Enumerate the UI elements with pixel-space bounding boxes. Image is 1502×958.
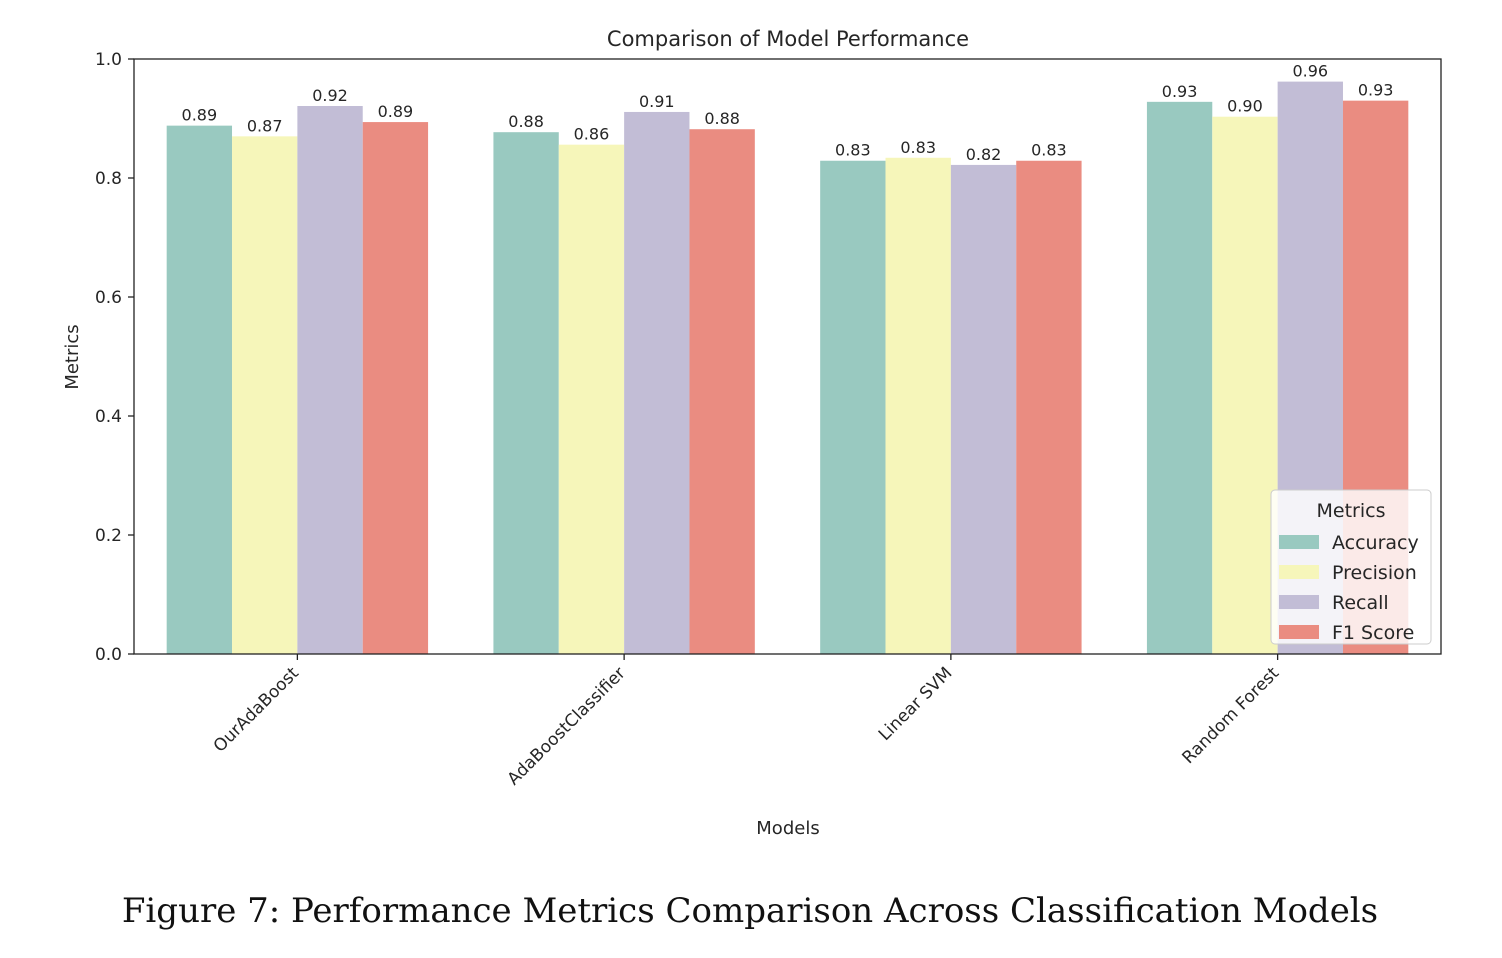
figure-caption: Figure 7: Performance Metrics Comparison… [122,891,1378,931]
legend[interactable]: Metrics Accuracy Precision Recall F1 Score [1270,489,1432,645]
y-tick-label: 0.0 [95,645,122,665]
x-tick-label-linear-svm: Linear SVM [875,663,957,745]
data-label-random-forest-recall: 0.96 [1292,62,1328,81]
x-tick-label-adaboostclassifier: AdaBoostClassifier [504,663,630,789]
bar-linear-svm-precision [885,157,951,654]
data-label-adaboostclassifier-precision: 0.86 [574,125,610,144]
chart-title: Comparison of Model Performance [607,27,969,51]
bar-adaboostclassifier-accuracy [493,132,559,654]
data-labels-layer: 0.89 0.88 0.83 0.93 0.87 0.86 0.83 0.90 0.92 0.91… [182,62,1394,164]
legend-title: Metrics [1317,500,1386,522]
legend-entry-accuracy[interactable]: Accuracy [1332,532,1419,554]
y-tick-label: 0.6 [95,288,122,308]
data-label-adaboostclassifier-recall: 0.91 [639,92,675,111]
data-label-linear-svm-accuracy: 0.83 [835,141,871,160]
legend-swatch-precision [1279,565,1319,579]
legend-entry-recall[interactable]: Recall [1332,592,1389,614]
plot-frame [133,58,1442,655]
y-axis-label: Metrics [62,324,83,389]
y-tick-label: 0.8 [95,169,122,189]
legend-swatch-f1-score [1279,625,1319,639]
data-label-ouradaboost-accuracy: 0.89 [182,106,218,125]
data-label-linear-svm-recall: 0.82 [966,145,1002,164]
data-label-random-forest-precision: 0.90 [1227,97,1263,116]
bar-random-forest-accuracy [1146,101,1213,655]
legend-swatch-recall [1279,595,1319,609]
data-label-random-forest-f1-score: 0.93 [1358,81,1394,100]
legend-swatch-accuracy [1279,535,1319,549]
bar-linear-svm-recall [950,164,1017,654]
x-axis-label: Models [756,818,819,839]
bar-adaboostclassifier-f1-score [689,129,755,654]
bar-random-forest-precision [1212,116,1278,655]
y-tick-label: 0.4 [95,407,122,427]
y-tick-label: 1.0 [95,50,122,70]
data-label-ouradaboost-precision: 0.87 [247,116,283,135]
data-label-ouradaboost-recall: 0.92 [312,86,348,105]
bar-linear-svm-accuracy [820,160,886,654]
data-label-linear-svm-precision: 0.83 [900,138,936,157]
bar-adaboostclassifier-precision [558,144,625,654]
legend-entry-f1-score[interactable]: F1 Score [1332,622,1414,644]
data-label-adaboostclassifier-f1-score: 0.88 [704,109,740,128]
bar-linear-svm-f1-score [1016,160,1082,654]
y-tick-label: 0.2 [95,526,122,546]
data-label-ouradaboost-f1-score: 0.89 [378,102,414,121]
bars-layer [166,81,1409,655]
x-tick-label-ouradaboost: OurAdaBoost [210,663,303,756]
bar-ouradaboost-f1-score [362,122,429,654]
bar-ouradaboost-accuracy [166,125,233,654]
bar-ouradaboost-precision [232,136,298,655]
x-tick-label-random-forest: Random Forest [1179,663,1284,768]
x-axis: OurAdaBoost AdaBoostClassifier Linear SVM R… [210,654,1284,789]
data-label-adaboostclassifier-accuracy: 0.88 [508,112,544,131]
bar-ouradaboost-recall [297,106,363,654]
data-label-linear-svm-f1-score: 0.83 [1031,141,1067,160]
data-label-random-forest-accuracy: 0.93 [1162,82,1198,101]
legend-entry-precision[interactable]: Precision [1332,562,1417,584]
bar-adaboostclassifier-recall [624,111,690,654]
y-axis: 0.0 0.2 0.4 0.6 0.8 1.0 [95,50,134,665]
